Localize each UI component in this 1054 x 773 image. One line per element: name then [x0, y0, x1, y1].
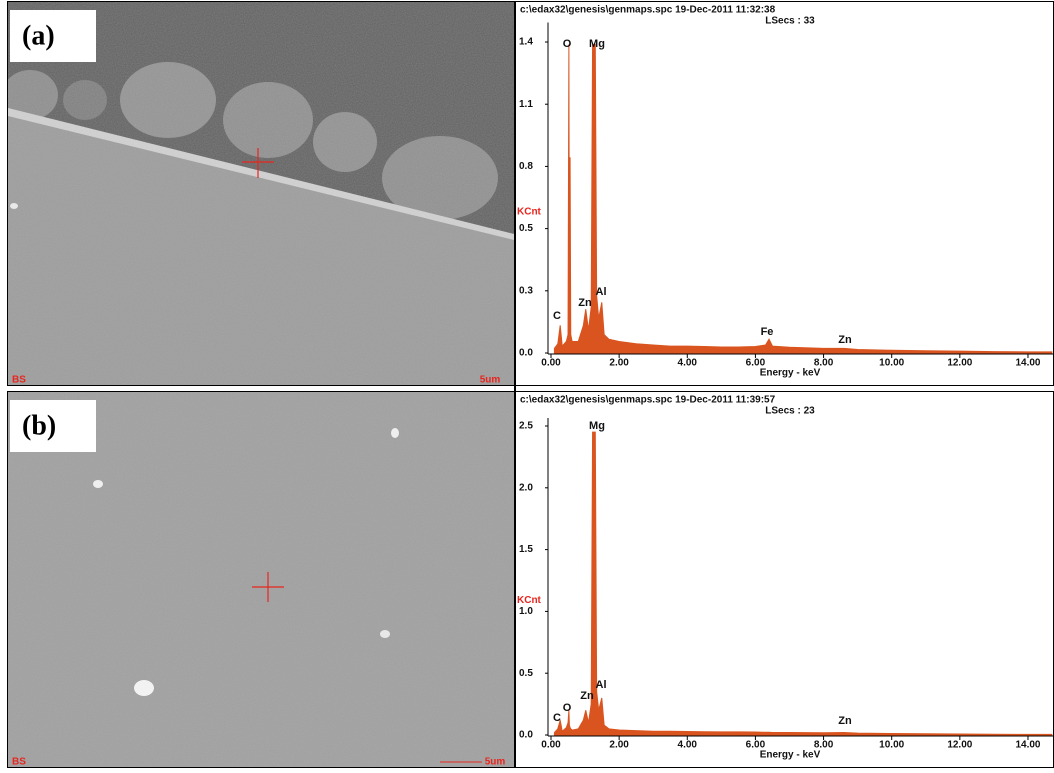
x-tick-label: 4.00 — [678, 358, 698, 369]
x-tick-label: 2.00 — [609, 358, 629, 369]
detector-label: BS — [12, 757, 26, 768]
y-tick-label: 0.0 — [519, 730, 533, 741]
chart-subtitle: LSecs : 33 — [765, 16, 815, 27]
y-tick-label: 0.5 — [519, 668, 533, 679]
peak-label: Zn — [578, 297, 592, 309]
peak-label: O — [563, 38, 572, 50]
y-tick-label: 0.8 — [519, 161, 533, 172]
x-tick-label: 12.00 — [947, 740, 972, 751]
x-tick-label: 0.00 — [541, 358, 561, 369]
peak-label: Zn — [580, 690, 594, 702]
x-tick-label: 10.00 — [879, 358, 904, 369]
peak-label: Al — [596, 679, 607, 691]
scale-label: 5um — [480, 375, 501, 386]
x-tick-label: 14.00 — [1015, 358, 1040, 369]
peak-label: Fe — [761, 326, 774, 338]
x-tick-label: 14.00 — [1015, 740, 1040, 751]
peak-label: O — [563, 702, 572, 714]
x-tick-label: 12.00 — [947, 358, 972, 369]
panel-label: (b) — [22, 410, 56, 441]
x-tick-label: 2.00 — [609, 740, 629, 751]
peak-label: Mg — [589, 420, 605, 432]
y-tick-label: 2.5 — [519, 421, 533, 432]
y-tick-label: 1.5 — [519, 544, 533, 555]
spectrum — [554, 432, 1051, 735]
x-axis-label: Energy - keV — [760, 368, 821, 379]
x-axis-label: Energy - keV — [760, 750, 821, 761]
peak-label: C — [553, 712, 561, 724]
detector-label: BS — [12, 375, 26, 386]
peak-label: Zn — [838, 334, 852, 346]
figure: (a) (b) BS 5um BS 5um 0.0 0.3 0.5 0.8 1.1 1.4… — [0, 0, 1054, 768]
chart-title: c:\edax32\genesis\genmaps.spc 19-Dec-201… — [520, 5, 776, 16]
peak-label: C — [553, 310, 561, 322]
x-tick-label: 10.00 — [879, 740, 904, 751]
y-tick-label: 2.0 — [519, 482, 533, 493]
chart-title: c:\edax32\genesis\genmaps.spc 19-Dec-201… — [520, 395, 776, 406]
y-tick-label: 1.1 — [519, 99, 533, 110]
spectrum — [554, 44, 1051, 353]
peak-label: Zn — [838, 715, 852, 727]
x-tick-label: 0.00 — [541, 740, 561, 751]
x-tick-label: 4.00 — [678, 740, 698, 751]
scale-label: 5um — [485, 757, 506, 768]
y-tick-label: 0.3 — [519, 285, 533, 296]
peak-label: Mg — [589, 38, 605, 50]
y-tick-label: 1.4 — [519, 37, 533, 48]
y-tick-label: 0.0 — [519, 348, 533, 359]
peak-label: Al — [596, 286, 607, 298]
chart-subtitle: LSecs : 23 — [765, 406, 815, 417]
y-tick-label: 1.0 — [519, 606, 533, 617]
panel-label: (a) — [22, 20, 55, 51]
y-tick-label: 0.5 — [519, 223, 533, 234]
y-axis-label: KCnt — [517, 595, 542, 606]
y-axis-label: KCnt — [517, 206, 542, 217]
